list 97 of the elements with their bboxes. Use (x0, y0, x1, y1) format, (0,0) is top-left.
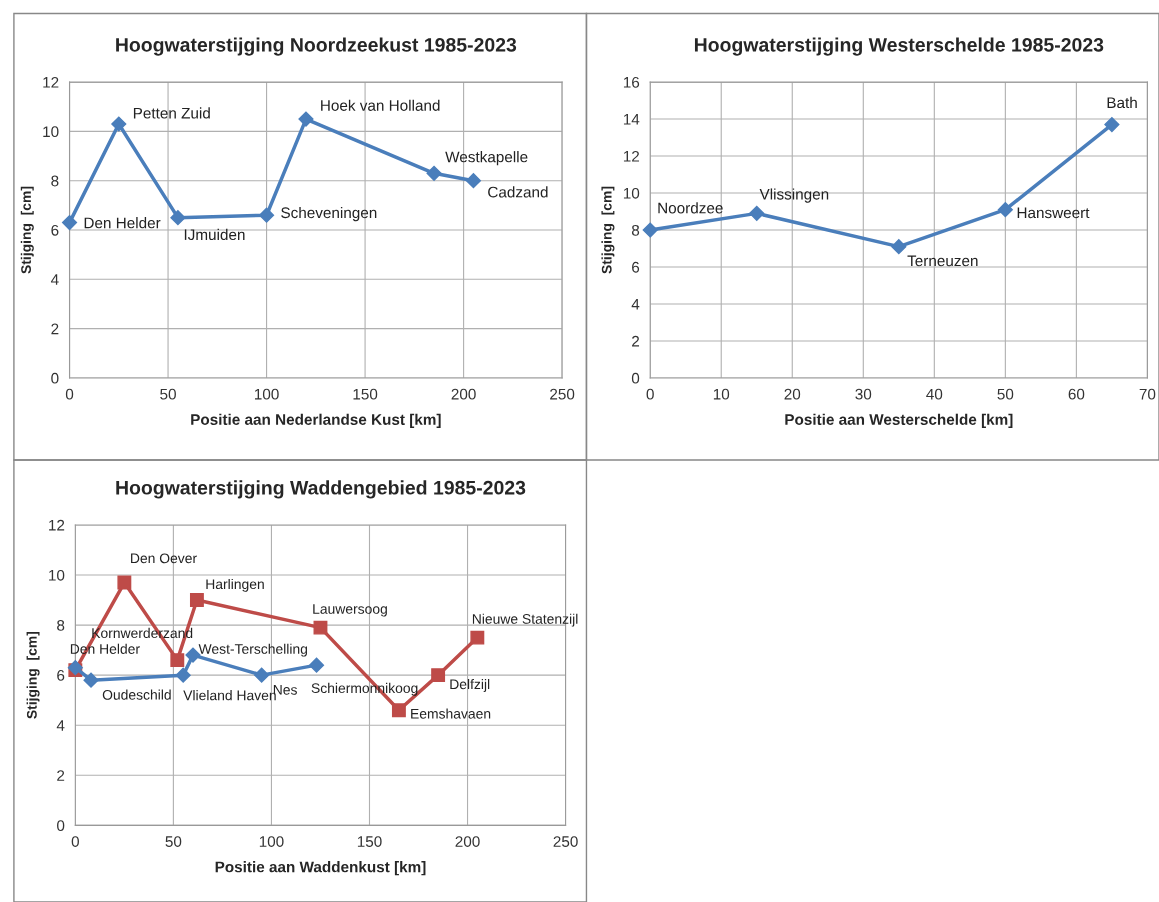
x-axis-title: Positie aan Westerschelde [km] (785, 413, 1013, 428)
x-tick-label: 40 (926, 388, 943, 400)
x-tick-label: 60 (1068, 388, 1085, 400)
chart-title: Hoogwaterstijging Westerschelde 1985-2023 (694, 37, 1104, 56)
y-tick-label: 8 (631, 224, 640, 236)
y-tick-label: 10 (49, 569, 65, 581)
y-tick-label: 12 (49, 519, 65, 531)
x-tick-label: 0 (65, 388, 74, 400)
y-tick-label: 8 (57, 619, 65, 631)
x-tick-label: 150 (357, 836, 382, 847)
point (308, 657, 325, 673)
annotation: Delfzijl (450, 678, 490, 692)
y-tick-label: 4 (631, 299, 640, 310)
chart-title: Hoogwaterstijging Waddengebied 1985-2023 (116, 480, 526, 499)
annotation: Eemshavaen (411, 708, 491, 719)
y-tick-label: 2 (57, 770, 65, 781)
point (298, 111, 314, 127)
point (642, 222, 658, 238)
y-axis-title: Stijging [cm] (20, 186, 34, 274)
y-tick-label: 12 (43, 76, 59, 88)
annotation: Den Oever (131, 553, 197, 564)
point (465, 173, 482, 189)
chart-title: Hoogwaterstijging Noordzeekust 1985-2023 (116, 37, 517, 56)
x-tick-label: 150 (353, 388, 378, 400)
x-tick-label: 50 (160, 388, 176, 400)
point (1104, 117, 1120, 133)
x-tick-label: 250 (550, 388, 575, 400)
x-tick-label: 0 (71, 836, 79, 847)
y-axis-title: Stijging [cm] (26, 631, 40, 719)
y-tick-label: 4 (56, 720, 65, 731)
annotation: Bath (1107, 96, 1137, 109)
y-tick-label: 6 (51, 224, 59, 236)
y-tick-label: 4 (50, 274, 59, 285)
point (313, 620, 328, 635)
point (749, 205, 765, 221)
point (189, 593, 204, 608)
annotation: Petten Zuid (133, 107, 210, 119)
point (891, 239, 907, 255)
point (61, 215, 78, 231)
y-tick-label: 12 (623, 150, 640, 162)
point (175, 667, 191, 683)
annotation: Nieuwe Statenzijl (472, 613, 578, 627)
annotation: Noordzee (658, 202, 723, 214)
annotation: Cadzand (488, 186, 548, 198)
x-tick-label: 70 (1139, 388, 1156, 400)
x-tick-label: 10 (713, 388, 730, 400)
point (111, 116, 127, 132)
x-tick-label: 250 (553, 836, 578, 847)
annotation: Nes (273, 685, 297, 695)
point (83, 672, 99, 688)
annotation: IJmuiden (184, 228, 245, 241)
point (117, 575, 132, 590)
annotation: Oudeschild (102, 689, 171, 700)
y-tick-label: 2 (51, 323, 59, 335)
annotation: Terneuzen (907, 255, 978, 267)
annotation: Den Helder (84, 217, 161, 229)
point (170, 210, 186, 226)
y-tick-label: 6 (57, 670, 65, 681)
annotation: Hansweert (1017, 207, 1090, 219)
y-tick-label: 10 (43, 126, 59, 138)
x-tick-label: 200 (451, 388, 476, 400)
y-tick-label: 8 (51, 175, 59, 187)
point (997, 202, 1013, 218)
point (254, 667, 270, 683)
point (426, 165, 442, 181)
y-tick-label: 0 (631, 372, 640, 384)
annotation: Vlissingen (759, 188, 829, 203)
x-tick-label: 50 (997, 388, 1014, 400)
y-tick-label: 10 (623, 187, 640, 199)
y-tick-label: 2 (632, 335, 640, 347)
x-tick-label: 50 (165, 836, 182, 847)
point (391, 703, 406, 718)
x-axis-title: Positie aan Nederlandse Kust [km] (191, 413, 441, 428)
x-tick-label: 100 (254, 388, 279, 400)
x-tick-label: 20 (784, 388, 801, 400)
y-tick-label: 16 (623, 76, 640, 88)
point (470, 630, 485, 645)
annotation: Scheveningen (281, 206, 377, 222)
x-tick-label: 0 (646, 388, 654, 400)
annotation: Vlieland Haven (183, 690, 276, 701)
point (170, 653, 185, 668)
annotation: Lauwersoog (313, 604, 387, 617)
x-axis-title: Positie aan Waddenkust [km] (215, 861, 426, 876)
annotation: West-Terschelling (198, 643, 308, 657)
annotation: Hoek van Holland (321, 99, 440, 111)
y-tick-label: 0 (57, 820, 65, 832)
y-axis-title: Stijging [cm] (601, 186, 615, 274)
annotation: Harlingen (206, 578, 264, 592)
x-tick-label: 200 (455, 836, 480, 847)
y-tick-label: 0 (51, 372, 59, 384)
annotation: Westkapelle (445, 151, 528, 166)
y-tick-label: 6 (632, 261, 640, 273)
y-tick-label: 14 (623, 114, 640, 125)
point (258, 207, 275, 223)
point (431, 668, 446, 683)
x-tick-label: 30 (855, 388, 872, 400)
x-tick-label: 100 (259, 836, 284, 847)
